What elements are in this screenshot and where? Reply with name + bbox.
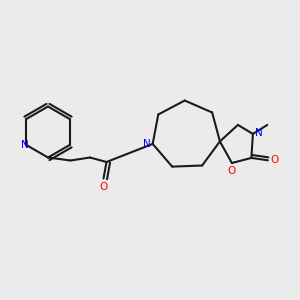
Text: O: O	[270, 155, 278, 165]
Text: N: N	[255, 128, 263, 138]
Text: O: O	[227, 166, 236, 176]
Text: N: N	[20, 140, 28, 150]
Text: N: N	[143, 139, 151, 149]
Text: O: O	[99, 182, 108, 192]
